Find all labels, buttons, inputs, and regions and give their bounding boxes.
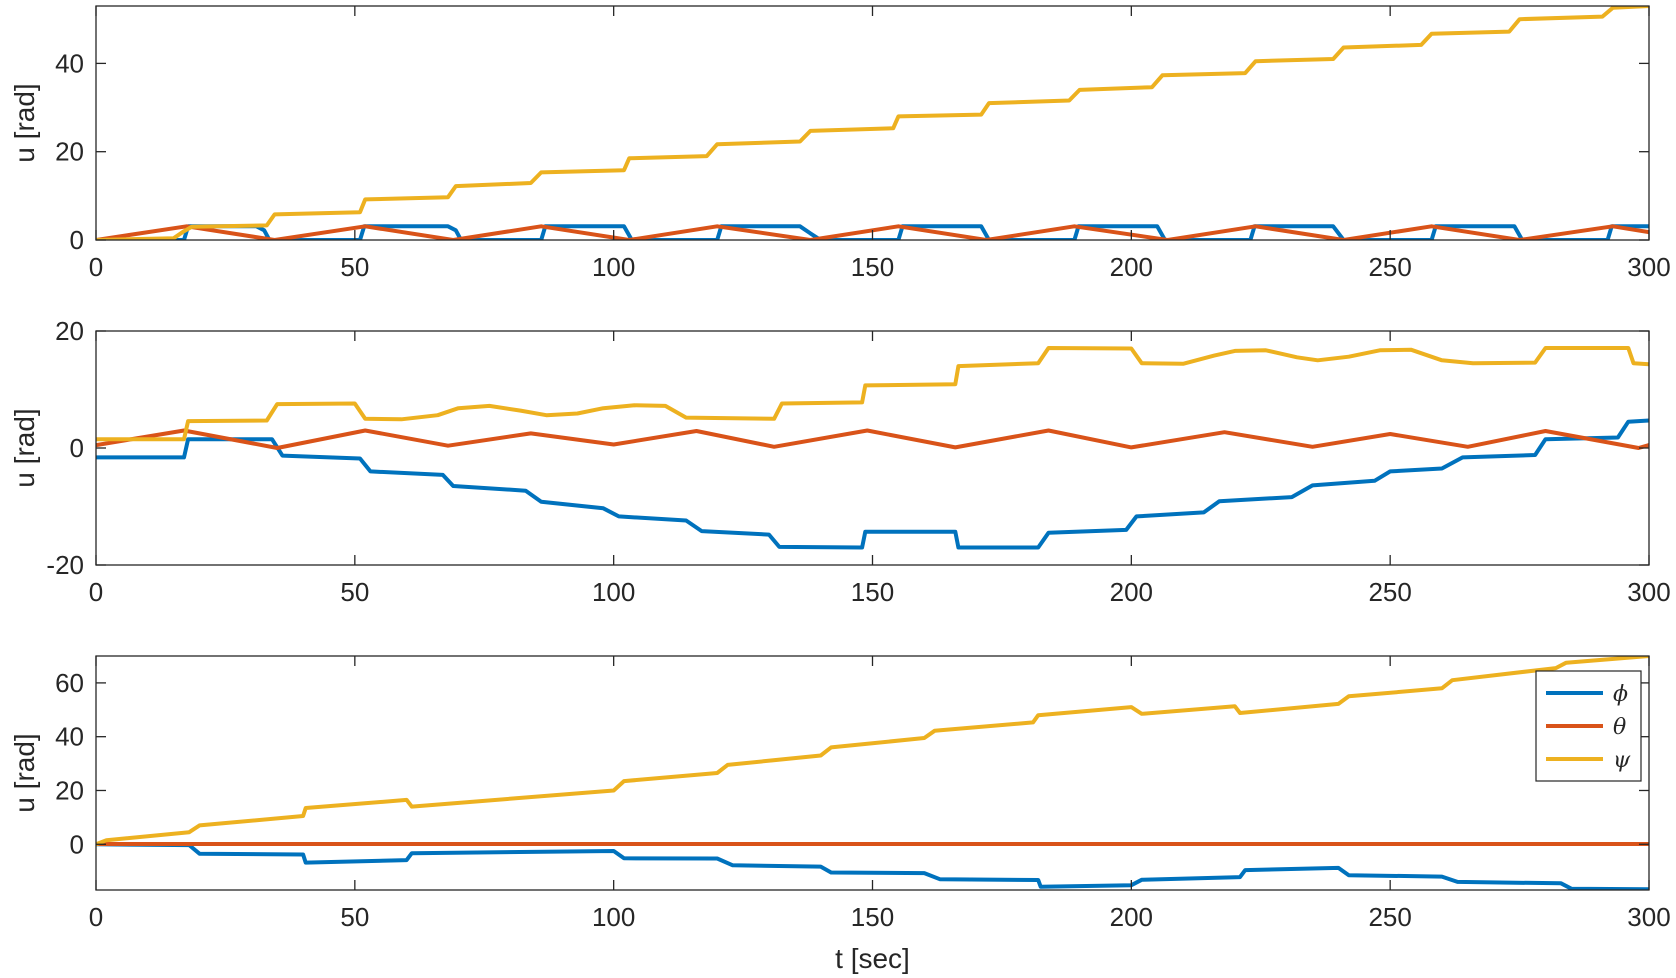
x-tick-label: 50 [340,252,369,282]
x-tick-label: 0 [89,252,103,282]
y-axis-label: u [rad] [9,83,40,162]
x-axis-label: t [sec] [835,943,910,974]
y-tick-label: 20 [55,316,84,346]
x-tick-label: 200 [1110,577,1153,607]
series-line-psi [96,656,1649,847]
x-tick-label: 250 [1368,902,1411,932]
x-tick-label: 50 [340,577,369,607]
series-line-phi [96,224,1649,240]
series-line-phi [96,418,1649,550]
series-line-psi [96,6,1649,240]
x-tick-label: 300 [1627,902,1670,932]
series-line-phi [96,842,1649,890]
y-tick-label: 0 [70,433,84,463]
x-tick-label: 50 [340,902,369,932]
legend-label: ϕ [1613,682,1628,707]
x-tick-label: 250 [1368,252,1411,282]
legend: ϕθψ [1535,670,1642,782]
axes-box [95,5,1650,241]
y-tick-label: -20 [46,550,84,580]
x-tick-label: 100 [592,577,635,607]
y-tick-label: 60 [55,668,84,698]
y-tick-label: 40 [55,722,84,752]
x-tick-label: 150 [851,252,894,282]
x-tick-label: 150 [851,577,894,607]
y-tick-label: 20 [55,137,84,167]
x-tick-label: 100 [592,252,635,282]
series-line-psi [96,346,1649,442]
y-axis-label: u [rad] [9,733,40,812]
y-tick-label: 20 [55,775,84,805]
y-axis-label: u [rad] [9,408,40,487]
series-line-theta [96,428,1649,450]
subplot-3: 0 50 100 150 200 250 300 0 20 40 60 u [rad] t [sec] ϕ… [9,655,1671,974]
x-tick-label: 200 [1110,252,1153,282]
legend-label: θ [1613,715,1626,740]
y-tick-label: 0 [70,829,84,859]
y-tick-label: 0 [70,225,84,255]
series-line-theta [96,224,1649,240]
y-tick-label: 40 [55,48,84,78]
x-tick-label: 0 [89,902,103,932]
x-tick-label: 250 [1368,577,1411,607]
x-tick-label: 300 [1627,577,1670,607]
x-tick-label: 300 [1627,252,1670,282]
x-tick-label: 0 [89,577,103,607]
x-tick-label: 150 [851,902,894,932]
x-tick-label: 200 [1110,902,1153,932]
legend-label: ψ [1613,748,1631,773]
x-tick-label: 100 [592,902,635,932]
subplot-1: 0 50 100 150 200 250 300 0 20 40 u [rad] [9,5,1671,282]
